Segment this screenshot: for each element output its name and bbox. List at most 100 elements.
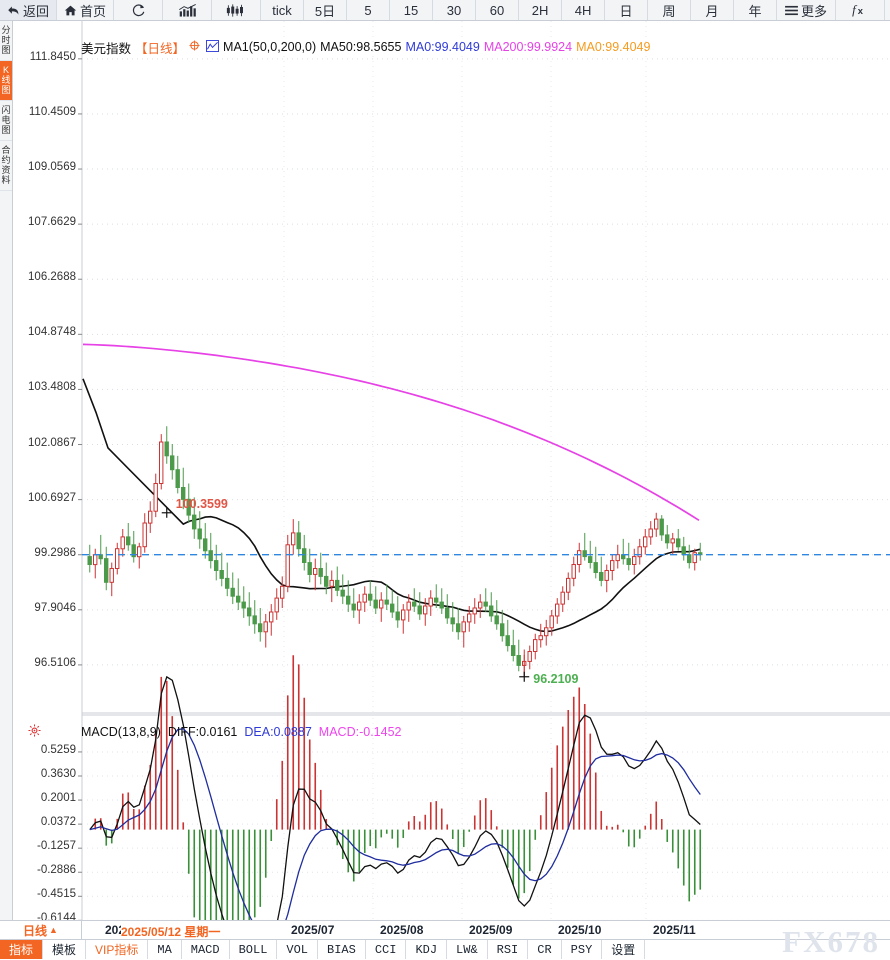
timeframe-week-button[interactable]: 周 [648,0,692,20]
macd-name[interactable]: MACD(13,8,9) [81,725,161,739]
refresh-button[interactable] [114,0,164,20]
macd-diff-value: DIFF:0.0161 [167,725,238,739]
bar-chart-button[interactable] [163,0,213,20]
price-axis-tick-1: 110.4509 [28,105,76,118]
ma200-value: MA200:99.9924 [483,40,573,54]
sidebar-item-lightning[interactable]: 闪电图 [0,101,12,141]
hamburger-icon [785,5,798,16]
svg-text:x: x [857,6,863,16]
price-axis-tick-7: 102.0867 [28,436,76,449]
swing-high-label: 100.3599 [175,496,228,511]
left-sidebar: 分时图 K线图 闪电图 合约资料 [0,21,13,959]
timeframe-60-button[interactable]: 60 [476,0,520,20]
symbol-name[interactable]: 美元指数 [81,41,132,56]
back-label: 返回 [23,3,50,19]
x-axis: 202 2025/05/12 星期一 2025/07 2025/08 2025/… [13,920,890,940]
price-axis-tick-8: 100.6927 [28,491,76,504]
sidebar-item-contract-info[interactable]: 合约资料 [0,141,12,191]
price-axis-tick-9: 99.2986 [34,546,76,559]
back-button[interactable]: 返回 [0,0,58,20]
timeframe-day-button[interactable]: 日 [605,0,649,20]
indicator-button-模板[interactable]: 模板 [43,940,87,959]
candlestick-icon [226,3,247,18]
indicator-button-BOLL[interactable]: BOLL [230,940,278,959]
price-axis-tick-5: 104.8748 [28,326,76,339]
ma0b-value: MA0:99.4049 [576,40,651,54]
macd-axis-tick-1: 0.3630 [40,768,76,780]
indicator-button-LW&[interactable]: LW& [447,940,488,959]
indicator-button-MACD[interactable]: MACD [182,940,230,959]
indicator-settings-icon[interactable] [28,724,41,742]
timeframe-year-button[interactable]: 年 [734,0,778,20]
x-tick-3: 2025/10 [558,923,602,937]
timeframe-4h-button[interactable]: 4H [562,0,606,20]
home-button[interactable]: 首页 [57,0,115,20]
fx-icon: f x [852,3,869,17]
symbol-timeframe: 【日线】 [135,41,186,56]
price-axis-tick-11: 96.5106 [34,656,76,669]
indicator-button-VIP指标[interactable]: VIP指标 [86,940,149,959]
selected-date-label: 2025/05/12 星期一 [121,923,221,940]
svg-text:f: f [852,3,858,17]
indicator-button-CCI[interactable]: CCI [366,940,407,959]
timeframe-2h-button[interactable]: 2H [519,0,563,20]
formula-button[interactable]: f x [836,0,886,20]
timeframe-selector-arrow-icon: ▲ [49,925,58,935]
indicator-button-VOL[interactable]: VOL [277,940,319,959]
timeframe-selector-label: 日线 [23,923,48,938]
x-tick-2: 2025/09 [469,923,513,937]
macd-axis-tick-4: -0.1257 [36,840,76,853]
x-tick-4: 2025/11 [653,923,696,937]
macd-axis-tick-5: -0.2886 [36,864,76,877]
indicator-button-PSY[interactable]: PSY [562,940,603,959]
x-tick-partial: 202 [105,923,126,937]
indicator-button-CR[interactable]: CR [528,940,562,959]
ma-indicator-icon[interactable] [206,39,219,55]
indicator-button-BIAS[interactable]: BIAS [318,940,366,959]
swing-low-label: 96.2109 [533,671,579,686]
five-day-button[interactable]: 5日 [304,0,348,20]
indicator-button-设置[interactable]: 设置 [602,940,646,959]
timeframe-month-button[interactable]: 月 [691,0,735,20]
x-tick-1: 2025/08 [380,923,424,937]
top-toolbar: 返回 首页 [0,0,890,21]
crosshair-settings-icon[interactable] [189,40,200,54]
bar-chart-icon [178,3,197,18]
ma50-value: MA50:98.5655 [320,40,402,54]
indicator-button-RSI[interactable]: RSI [488,940,529,959]
sidebar-item-timeshare[interactable]: 分时图 [0,21,12,61]
home-label: 首页 [80,3,107,19]
price-axis-tick-4: 106.2688 [28,271,76,284]
timeframe-15-button[interactable]: 15 [390,0,434,20]
price-axis-tick-2: 109.0569 [28,161,76,174]
macd-dea-value: DEA:0.0887 [244,725,312,739]
sidebar-item-kline[interactable]: K线图 [0,61,12,101]
more-button[interactable]: 更多 [777,0,837,20]
indicator-button-KDJ[interactable]: KDJ [406,940,448,959]
watermark: FX678 [782,924,880,959]
price-axis-tick-0: 111.8450 [29,50,76,63]
candlestick-button[interactable] [212,0,262,20]
back-arrow-icon [7,4,20,17]
ma0-value: MA0:99.4049 [405,40,480,54]
timeframe-selector[interactable]: 日线 ▲ [0,920,82,939]
macd-axis-tick-6: -0.4515 [36,888,76,901]
timeframe-30-button[interactable]: 30 [433,0,477,20]
indicator-button-指标[interactable]: 指标 [0,940,44,959]
refresh-icon [131,3,146,18]
tick-button[interactable]: tick [261,0,305,20]
macd-axis-tick-2: 0.2001 [40,792,76,805]
indicator-bar: 指标 模板 VIP指标 MA MACD BOLL VOL BIAS CCI KDJ LW& RSI CR… [0,939,890,959]
chart-canvas-area[interactable]: 111.8450 110.4509 109.0569 107.6629 106.2688… [13,21,890,959]
macd-macd-value: MACD:-0.1452 [318,725,402,739]
indicator-button-MA[interactable]: MA [148,940,182,959]
macd-axis-tick-3: 0.0372 [40,816,76,829]
zoom-out-button[interactable] [885,0,890,20]
price-axis-tick-6: 103.4808 [28,381,76,394]
price-axis-tick-3: 107.6629 [28,216,76,229]
price-axis-tick-10: 97.9046 [34,601,76,614]
timeframe-5-button[interactable]: 5 [347,0,391,20]
macd-header: MACD(13,8,9) DIFF:0.0161 DEA:0.0887 MACD… [81,724,401,740]
x-tick-0: 2025/07 [291,923,335,937]
chart-plot[interactable] [13,21,890,938]
